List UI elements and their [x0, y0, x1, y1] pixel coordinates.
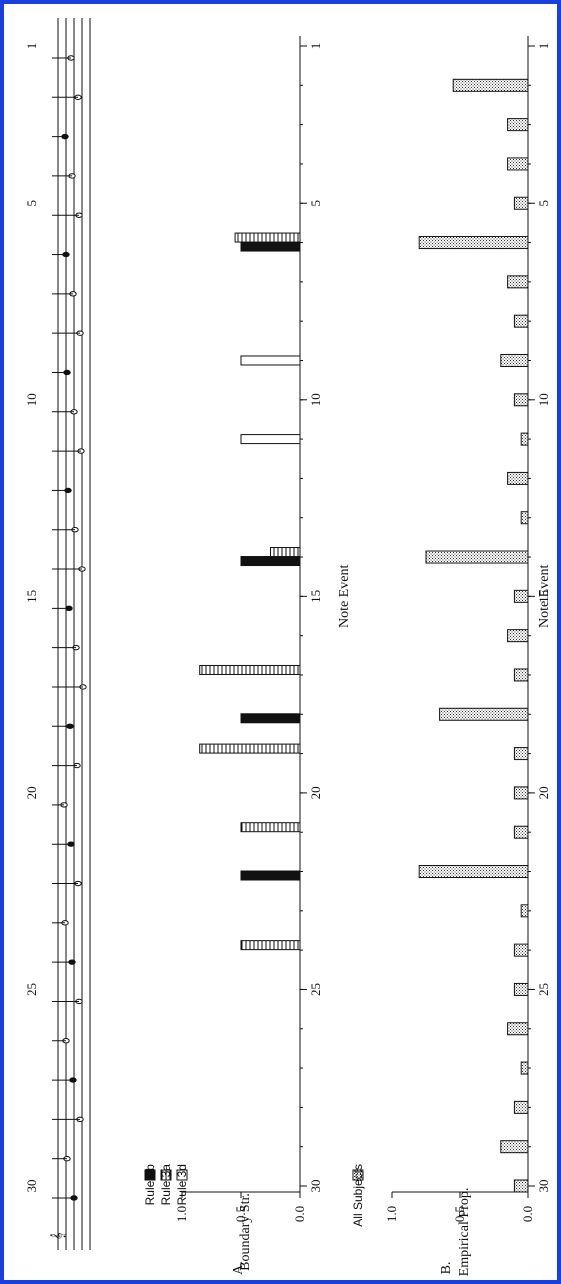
score-tick-label: 30 — [24, 1180, 39, 1193]
bar — [513, 982, 529, 996]
x-tick-label: 1 — [536, 43, 551, 50]
bar — [240, 713, 301, 724]
legend-entry: Rule 3a — [159, 1164, 173, 1206]
bar — [507, 157, 529, 171]
bar — [520, 1061, 529, 1075]
bar — [240, 870, 301, 881]
y-tick-label: 0.0 — [520, 1206, 535, 1222]
bar — [199, 664, 301, 675]
bar — [513, 1100, 529, 1114]
legend-swatch — [352, 1169, 364, 1181]
bar — [240, 822, 301, 833]
x-tick-label: 10 — [308, 393, 323, 406]
bar — [507, 629, 529, 643]
bar — [240, 434, 301, 445]
bar — [513, 393, 529, 407]
bar — [513, 786, 529, 800]
x-axis-label: Note Event — [337, 565, 352, 628]
x-tick-label: 30 — [308, 1180, 323, 1193]
bar — [520, 904, 529, 918]
score-tick-label: 10 — [24, 393, 39, 406]
bar — [513, 943, 529, 957]
bar — [234, 232, 301, 243]
legend-swatch — [160, 1169, 172, 1181]
bar — [418, 865, 529, 879]
bar — [507, 275, 529, 289]
x-tick-label: 20 — [308, 786, 323, 799]
bar — [507, 118, 529, 132]
x-tick-label: 5 — [536, 200, 551, 207]
bar — [240, 241, 301, 252]
y-tick-label: 1.0 — [384, 1206, 399, 1222]
y-axis-label: Empirical Prop. — [457, 1188, 472, 1277]
bar — [513, 589, 529, 603]
x-tick-label: 25 — [308, 983, 323, 996]
score-tick-label: 25 — [24, 983, 39, 996]
bar — [513, 1179, 529, 1193]
y-tick-label: 0.5 — [233, 1206, 248, 1222]
bar — [199, 743, 301, 754]
bar — [439, 707, 529, 721]
bar — [240, 355, 301, 366]
y-tick-label: 1.0 — [174, 1206, 189, 1222]
treble-clef-icon: 𝄞 — [50, 1232, 66, 1240]
x-tick-label: 30 — [536, 1180, 551, 1193]
y-tick-label: 0.0 — [292, 1206, 307, 1222]
x-tick-label: 25 — [536, 983, 551, 996]
bar — [418, 236, 529, 250]
score-tick-label: 5 — [24, 200, 39, 207]
bar — [520, 511, 529, 525]
x-tick-label: 15 — [308, 590, 323, 603]
legend-entry: Rule 3d — [175, 1164, 189, 1205]
panel-label: A. — [231, 1261, 246, 1275]
bar — [520, 432, 529, 446]
bar — [240, 556, 301, 567]
bar — [452, 78, 529, 92]
bar — [513, 747, 529, 761]
panel-label: B. — [439, 1262, 454, 1275]
bar — [513, 668, 529, 682]
y-axis-label: Boundary Str. — [238, 1193, 253, 1271]
score-tick-label: 20 — [24, 786, 39, 799]
bar — [500, 1140, 529, 1154]
x-tick-label: 15 — [536, 590, 551, 603]
x-axis-label: Note Event — [537, 565, 552, 628]
x-tick-label: 10 — [536, 393, 551, 406]
x-tick-label: 5 — [308, 200, 323, 207]
bar — [507, 1022, 529, 1036]
legend-entry: Rule 2b — [143, 1164, 157, 1206]
x-tick-label: 1 — [308, 43, 323, 50]
legend-entry: All Subjects — [351, 1164, 365, 1227]
bar — [270, 547, 301, 558]
legend-swatch — [144, 1169, 156, 1181]
y-tick-label: 0.5 — [452, 1206, 467, 1222]
bar — [507, 471, 529, 485]
bar — [240, 940, 301, 951]
bar — [425, 550, 529, 564]
score-tick-label: 1 — [24, 43, 39, 50]
bar — [500, 353, 529, 367]
bar — [513, 196, 529, 210]
bar — [513, 314, 529, 328]
x-tick-label: 20 — [536, 786, 551, 799]
bar — [513, 825, 529, 839]
legend-swatch — [176, 1169, 188, 1181]
score-tick-label: 15 — [24, 590, 39, 603]
